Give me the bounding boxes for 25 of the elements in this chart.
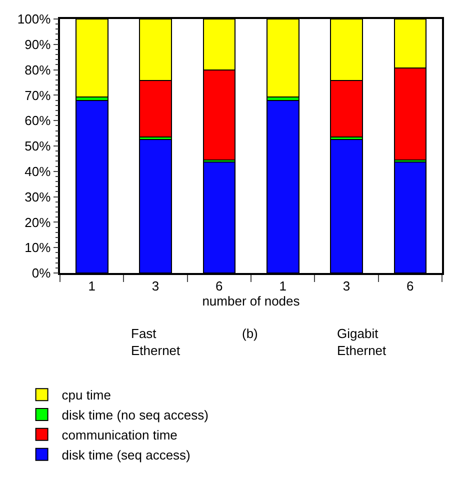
x-tick-label: 3 (342, 278, 350, 294)
x-tick-label: 1 (88, 278, 96, 294)
legend-label: disk time (seq access) (62, 447, 190, 462)
legend-label: cpu time (62, 388, 111, 403)
y-tick-label: 80% (24, 62, 52, 78)
y-tick-label: 10% (24, 240, 52, 256)
y-tick-label: 0% (32, 266, 52, 281)
x-axis-title: number of nodes (202, 293, 300, 308)
x-tick-label: 3 (152, 278, 160, 294)
x-tick-label: 6 (406, 278, 414, 294)
text: (b) (242, 326, 258, 341)
text: Gigabit Ethernet (337, 326, 387, 358)
text: Fast Ethernet (131, 326, 181, 358)
legend-label: disk time (no seq access) (62, 408, 208, 423)
x-tick-label: 1 (279, 278, 286, 294)
legend-label: communication time (62, 428, 178, 442)
y-tick-label: 50% (24, 138, 52, 154)
y-tick-label: 70% (24, 88, 52, 103)
y-tick-label: 40% (24, 164, 52, 179)
y-tick-label: 60% (24, 113, 52, 128)
y-tick-label: 20% (24, 214, 52, 230)
x-tick-label: 6 (216, 278, 223, 294)
y-tick-label: 90% (24, 36, 52, 52)
y-tick-label: 30% (24, 189, 52, 204)
y-tick-label: 100% (17, 12, 52, 27)
